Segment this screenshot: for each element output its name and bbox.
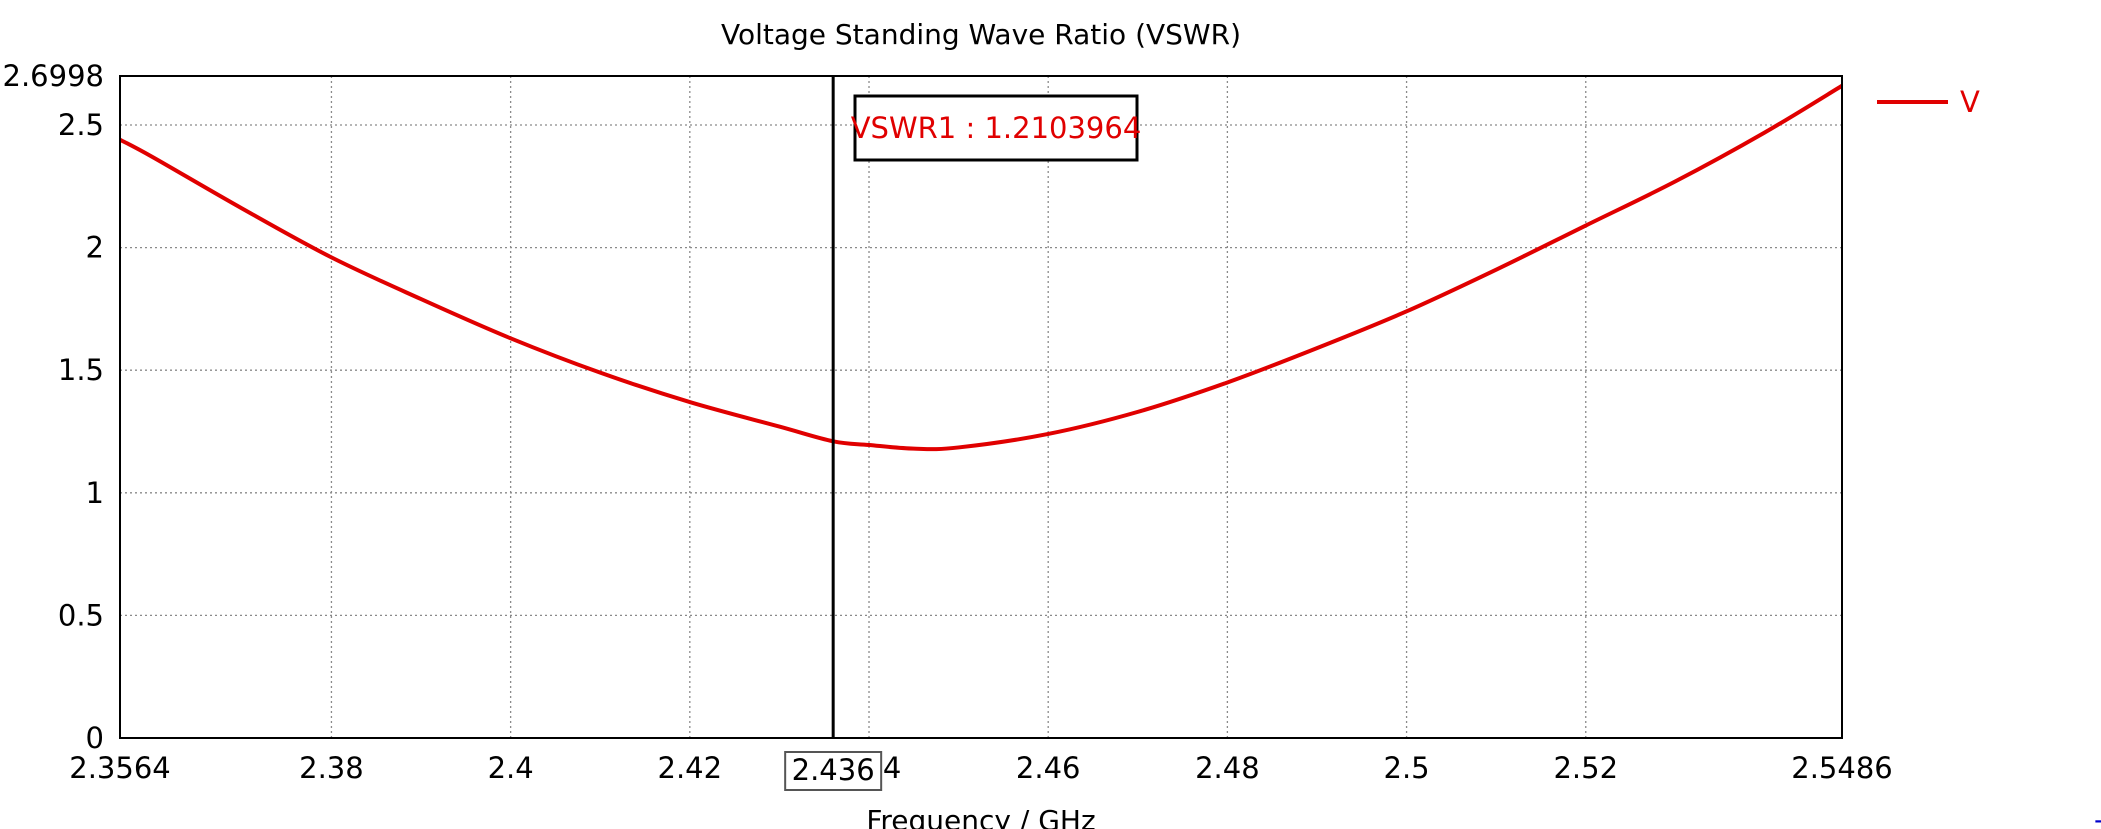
marker-x-box (784, 751, 883, 791)
chart-title: Voltage Standing Wave Ratio (VSWR) (721, 18, 1241, 51)
x-tick-label: 2.3564 (69, 751, 170, 785)
y-tick-label: 2.6998 (3, 59, 104, 93)
x-tick-label: 2.4 (488, 751, 534, 785)
y-tick-label: 0.5 (58, 598, 104, 632)
series-layer (119, 84, 1844, 452)
marker-label-text: VSWR1 : 1.2103964 (851, 111, 1142, 145)
legend-text: V (1960, 85, 1980, 119)
x-tick-label: 2.46 (1016, 751, 1081, 785)
grid-lines (119, 76, 1843, 738)
marker-label-box (853, 94, 1139, 162)
y-tick-label: 2 (86, 231, 104, 265)
x-tick-label: 2.5486 (1791, 751, 1892, 785)
x-tick-label: 2.48 (1195, 751, 1260, 785)
marker-x-label: 2.436 (792, 753, 875, 787)
x-axis-label: Frequency / GHz (866, 804, 1095, 829)
y-tick-label: 2.5 (58, 108, 104, 142)
x-tick-label: 2.38 (299, 751, 364, 785)
edge-mark: - (2094, 803, 2101, 829)
legend: V (1877, 85, 1980, 119)
x-tick-label: 2.42 (658, 751, 723, 785)
x-tick-label: 2.52 (1553, 751, 1618, 785)
y-tick-label: 1.5 (58, 353, 104, 387)
vswr-series-line (119, 84, 1844, 452)
marker-layer: VSWR1 : 1.2103964 2.436 (784, 76, 1142, 791)
x-tick-label: 2.5 (1384, 751, 1430, 785)
y-tick-label: 1 (86, 476, 104, 510)
tick-labels: 2.35642.382.42.422.442.462.482.52.522.54… (3, 59, 1893, 785)
y-tick-label: 0 (86, 721, 104, 755)
plot-frame (119, 75, 1843, 739)
